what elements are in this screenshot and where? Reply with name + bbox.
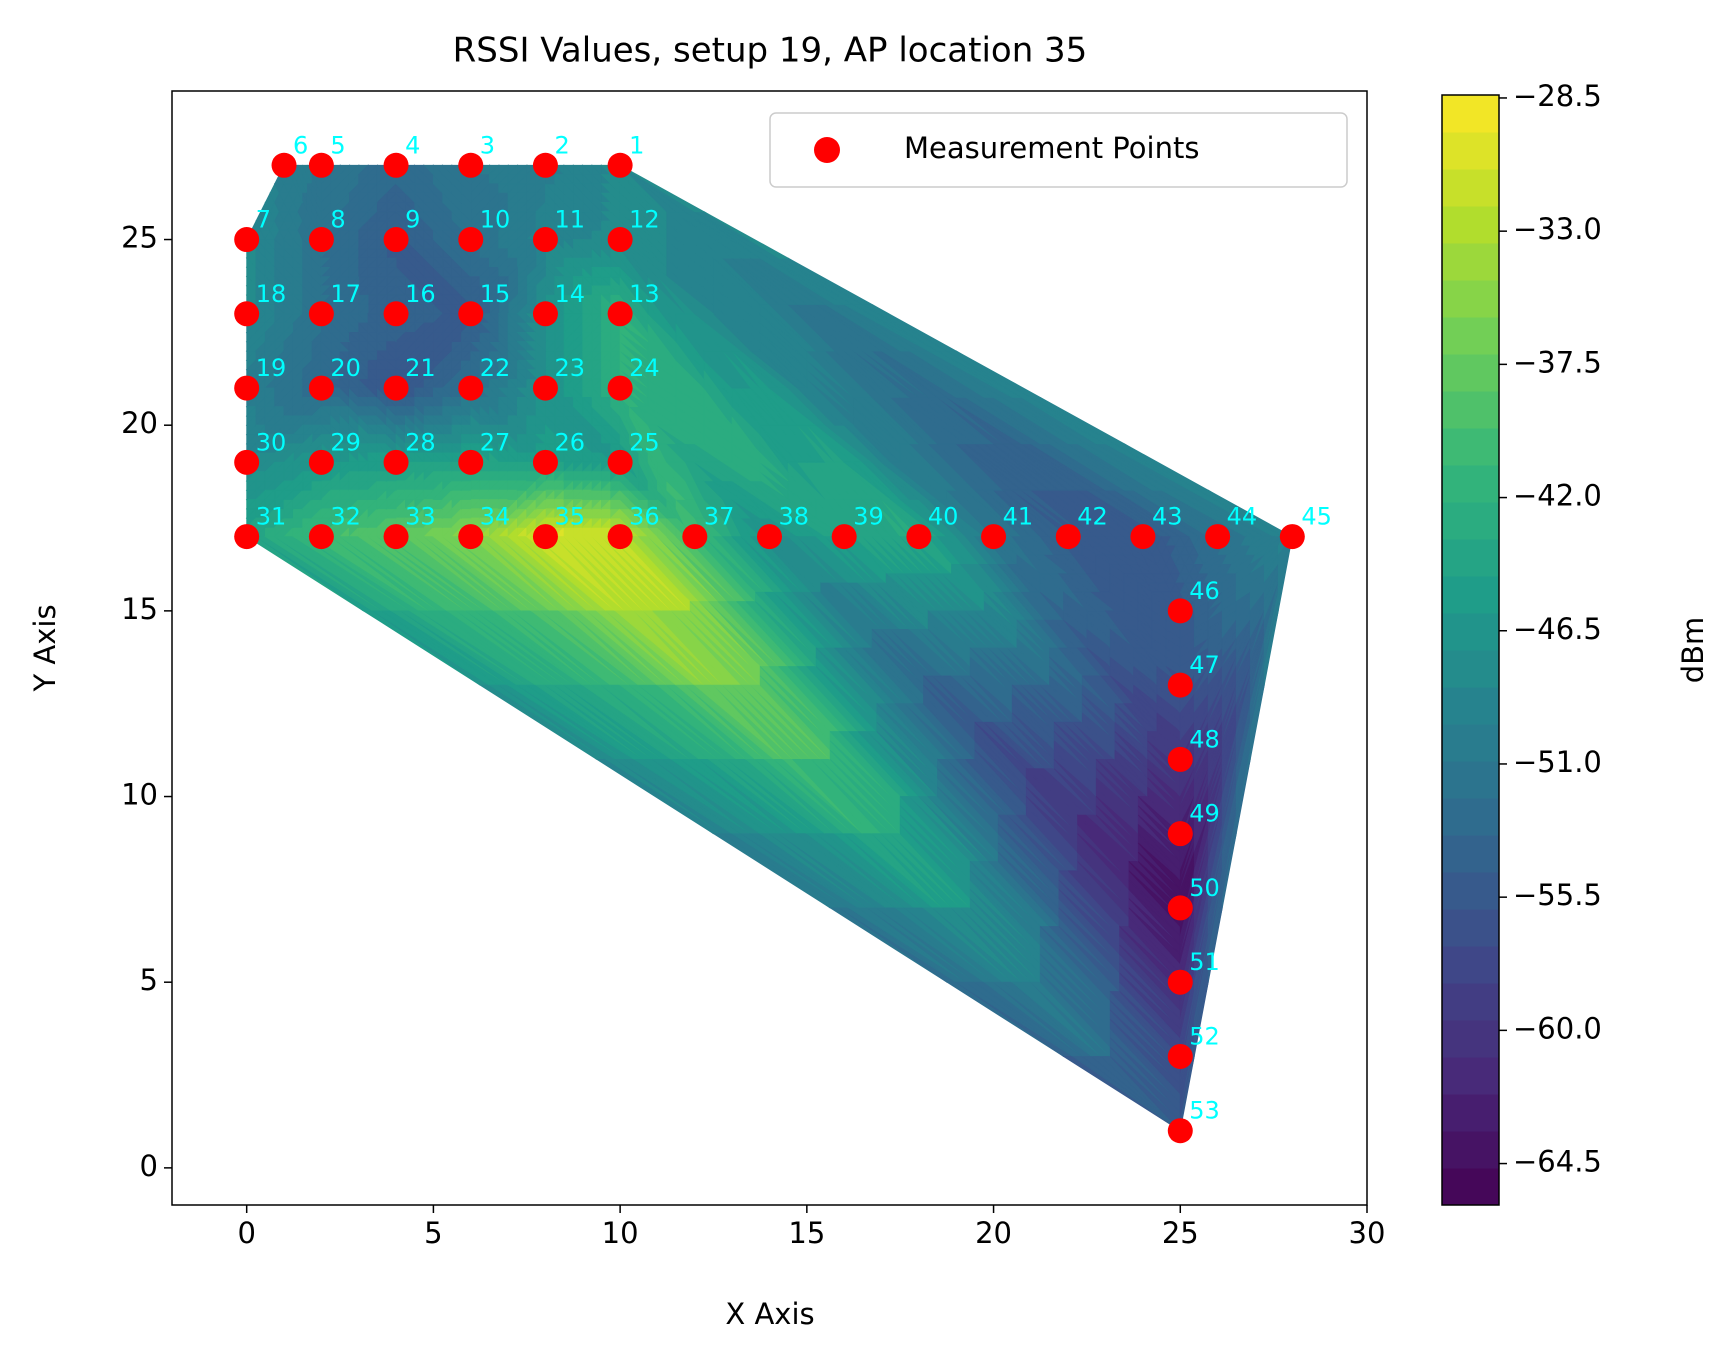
contour-fill	[316, 211, 322, 222]
contour-fill	[451, 220, 463, 231]
contour-fill	[582, 201, 594, 213]
contour-fill	[316, 192, 322, 203]
contour-fill	[292, 192, 304, 203]
contour-fill	[283, 173, 295, 185]
contour-fill	[460, 201, 472, 213]
contour-fill	[316, 201, 322, 212]
contour-fill	[460, 192, 472, 204]
contour-fill	[316, 220, 322, 231]
contour-fill	[316, 183, 322, 194]
contour-fill	[302, 210, 313, 222]
contour-fill	[288, 182, 299, 194]
contour-fill	[423, 192, 435, 203]
contour-fill	[367, 359, 379, 370]
contour-fill	[554, 173, 566, 185]
contour-fill	[339, 331, 351, 343]
contour-fill	[442, 210, 454, 222]
contour-fill	[306, 220, 318, 231]
contour-fill	[460, 211, 472, 222]
contour-fill	[591, 210, 603, 222]
contour-fill	[460, 183, 472, 195]
contour-fill	[376, 368, 388, 380]
contour-fill	[385, 359, 397, 371]
contour-fill	[433, 201, 444, 213]
contour-fill	[297, 201, 309, 213]
contour-fill	[358, 349, 370, 361]
contour-fill	[573, 192, 584, 203]
contour-fill	[563, 182, 575, 194]
contour-fill	[385, 341, 397, 352]
contour-fill	[601, 220, 612, 231]
contour-fill	[348, 340, 360, 352]
contour-fill	[404, 173, 416, 185]
contour-fill	[330, 322, 342, 333]
contour-fill	[414, 182, 426, 194]
contour-fill	[385, 331, 397, 343]
contour-fill	[385, 350, 397, 362]
